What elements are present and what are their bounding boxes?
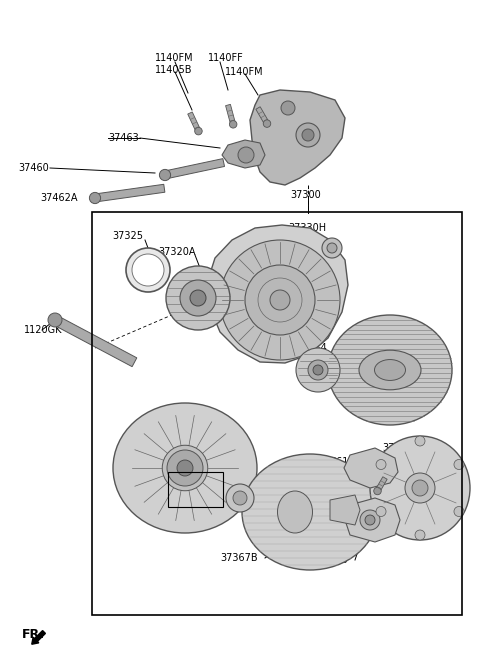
Text: 37325: 37325 xyxy=(112,231,143,241)
Text: 37367B: 37367B xyxy=(220,553,258,563)
Polygon shape xyxy=(256,106,269,125)
Polygon shape xyxy=(95,185,165,202)
Ellipse shape xyxy=(113,403,257,533)
Circle shape xyxy=(327,243,337,253)
Circle shape xyxy=(374,487,381,495)
Text: 37370B: 37370B xyxy=(310,555,348,565)
Polygon shape xyxy=(222,140,265,168)
Circle shape xyxy=(302,129,314,141)
Polygon shape xyxy=(208,225,348,363)
Text: 1140FF: 1140FF xyxy=(208,53,244,63)
Polygon shape xyxy=(250,90,345,185)
Polygon shape xyxy=(345,498,400,542)
Circle shape xyxy=(365,515,375,525)
Circle shape xyxy=(48,313,62,327)
Text: 1140FM: 1140FM xyxy=(155,53,193,63)
Polygon shape xyxy=(344,448,398,488)
Circle shape xyxy=(308,360,328,380)
Circle shape xyxy=(376,459,386,470)
Text: 37340E: 37340E xyxy=(162,487,199,497)
Circle shape xyxy=(263,120,271,127)
Circle shape xyxy=(166,266,230,330)
Ellipse shape xyxy=(328,315,452,425)
Circle shape xyxy=(220,240,340,360)
Circle shape xyxy=(296,348,340,392)
Polygon shape xyxy=(226,104,236,125)
Text: 37390B: 37390B xyxy=(382,443,420,453)
Circle shape xyxy=(226,484,254,512)
Circle shape xyxy=(233,491,247,505)
Circle shape xyxy=(238,147,254,163)
Circle shape xyxy=(296,123,320,147)
Circle shape xyxy=(180,280,216,316)
Text: 11405B: 11405B xyxy=(155,65,192,75)
Polygon shape xyxy=(164,158,225,179)
FancyArrow shape xyxy=(32,631,46,645)
Circle shape xyxy=(177,460,193,476)
Circle shape xyxy=(190,290,206,306)
Text: 36184E: 36184E xyxy=(330,457,367,467)
Polygon shape xyxy=(53,315,137,367)
Polygon shape xyxy=(330,495,360,525)
Text: 37338C: 37338C xyxy=(330,469,368,479)
Ellipse shape xyxy=(242,454,378,570)
Text: 37462A: 37462A xyxy=(40,193,77,203)
Ellipse shape xyxy=(277,491,312,533)
Text: FR.: FR. xyxy=(22,629,45,641)
Text: 37460: 37460 xyxy=(18,163,49,173)
Bar xyxy=(168,472,223,507)
Circle shape xyxy=(454,507,464,516)
Text: 37463: 37463 xyxy=(108,133,139,143)
Polygon shape xyxy=(188,112,201,132)
Circle shape xyxy=(454,459,464,470)
Circle shape xyxy=(270,290,290,310)
Circle shape xyxy=(229,121,237,128)
Text: 37350: 37350 xyxy=(340,343,371,353)
Circle shape xyxy=(89,193,101,204)
Circle shape xyxy=(322,238,342,258)
Circle shape xyxy=(162,445,208,491)
Circle shape xyxy=(132,254,164,286)
Text: 1120GK: 1120GK xyxy=(24,325,62,335)
Circle shape xyxy=(405,473,435,503)
Circle shape xyxy=(376,507,386,516)
Circle shape xyxy=(126,248,170,292)
Circle shape xyxy=(195,127,202,135)
Text: 37330H: 37330H xyxy=(288,223,326,233)
Circle shape xyxy=(360,510,380,530)
Text: 1140FM: 1140FM xyxy=(225,67,264,77)
Circle shape xyxy=(313,365,323,375)
Ellipse shape xyxy=(370,436,470,540)
Circle shape xyxy=(415,436,425,446)
Ellipse shape xyxy=(374,359,406,380)
Circle shape xyxy=(159,170,170,181)
Polygon shape xyxy=(375,477,387,492)
Circle shape xyxy=(281,101,295,115)
Circle shape xyxy=(415,530,425,540)
Ellipse shape xyxy=(359,350,421,390)
Text: 37300: 37300 xyxy=(290,190,321,200)
Circle shape xyxy=(167,450,203,486)
Bar xyxy=(92,212,462,615)
Circle shape xyxy=(412,480,428,496)
Text: 37342: 37342 xyxy=(185,471,216,481)
Circle shape xyxy=(245,265,315,335)
Text: 37320A: 37320A xyxy=(158,247,195,257)
Text: 37334: 37334 xyxy=(296,343,327,353)
